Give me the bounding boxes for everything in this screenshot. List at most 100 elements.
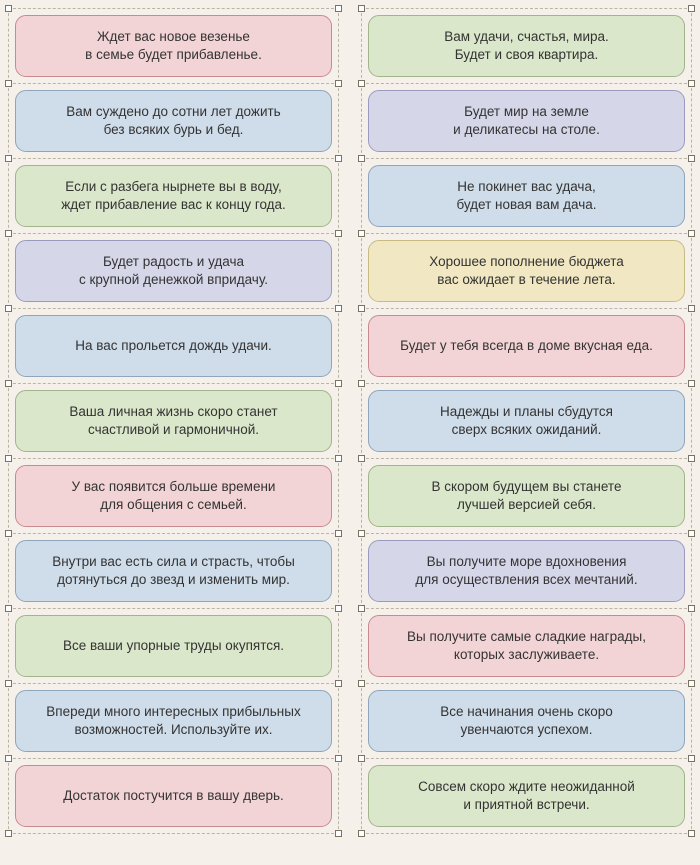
fortune-card: Все начинания очень скороувенчаются успе…: [368, 690, 685, 752]
fortune-text: Достаток постучится в вашу дверь.: [63, 787, 284, 805]
fortune-card: Все ваши упорные труды окупятся.: [15, 615, 332, 677]
fortune-text: В скором будущем вы станетелучшей версие…: [432, 478, 622, 513]
selection-handle: [335, 830, 342, 837]
card-slot: Внутри вас есть сила и страсть, чтобыдот…: [8, 533, 339, 608]
selection-handle: [358, 605, 365, 612]
selection-handle: [358, 755, 365, 762]
fortune-text: У вас появится больше временидля общения…: [72, 478, 276, 513]
card-slot: Будет у тебя всегда в доме вкусная еда.: [361, 308, 692, 383]
selection-handle: [688, 380, 695, 387]
fortune-text: Вам удачи, счастья, мира.Будет и своя кв…: [444, 28, 609, 63]
fortune-text: Все начинания очень скороувенчаются успе…: [440, 703, 613, 738]
fortune-card: В скором будущем вы станетелучшей версие…: [368, 465, 685, 527]
selection-handle: [358, 305, 365, 312]
fortune-text: Если с разбега нырнете вы в воду,ждет пр…: [61, 178, 286, 213]
fortune-card: Будет радость и удачас крупной денежкой …: [15, 240, 332, 302]
selection-handle: [358, 230, 365, 237]
card-slot: Будет мир на землеи деликатесы на столе.: [361, 83, 692, 158]
selection-handle: [688, 605, 695, 612]
selection-handle: [688, 230, 695, 237]
selection-handle: [688, 680, 695, 687]
card-slot: Вам суждено до сотни лет дожитьбез всяки…: [8, 83, 339, 158]
fortune-text: Все ваши упорные труды окупятся.: [63, 637, 284, 655]
card-slot: Будет радость и удачас крупной денежкой …: [8, 233, 339, 308]
selection-handle: [5, 5, 12, 12]
fortune-card: Ваша личная жизнь скоро станетсчастливой…: [15, 390, 332, 452]
selection-handle: [688, 755, 695, 762]
selection-handle: [5, 305, 12, 312]
card-grid: Ждет вас новое везеньев семье будет приб…: [8, 8, 692, 834]
fortune-card: Вы получите самые сладкие награды,которы…: [368, 615, 685, 677]
selection-handle: [688, 530, 695, 537]
fortune-text: Надежды и планы сбудутсясверх всяких ожи…: [440, 403, 613, 438]
fortune-card: Если с разбега нырнете вы в воду,ждет пр…: [15, 165, 332, 227]
selection-handle: [335, 380, 342, 387]
selection-handle: [5, 680, 12, 687]
selection-handle: [335, 455, 342, 462]
fortune-text: Ваша личная жизнь скоро станетсчастливой…: [69, 403, 277, 438]
selection-handle: [5, 380, 12, 387]
fortune-card: Надежды и планы сбудутсясверх всяких ожи…: [368, 390, 685, 452]
selection-handle: [358, 455, 365, 462]
fortune-text: Будет радость и удачас крупной денежкой …: [79, 253, 268, 288]
fortune-text: Будет у тебя всегда в доме вкусная еда.: [400, 337, 653, 355]
card-slot: Все начинания очень скороувенчаются успе…: [361, 683, 692, 758]
selection-handle: [335, 305, 342, 312]
card-slot: Достаток постучится в вашу дверь.: [8, 758, 339, 834]
selection-handle: [688, 80, 695, 87]
fortune-text: Хорошее пополнение бюджетавас ожидает в …: [429, 253, 623, 288]
selection-handle: [5, 80, 12, 87]
fortune-card: Вам суждено до сотни лет дожитьбез всяки…: [15, 90, 332, 152]
fortune-card: Вы получите море вдохновениядля осуществ…: [368, 540, 685, 602]
selection-handle: [358, 830, 365, 837]
fortune-card: У вас появится больше временидля общения…: [15, 465, 332, 527]
selection-handle: [5, 455, 12, 462]
selection-handle: [335, 680, 342, 687]
card-slot: Ждет вас новое везеньев семье будет приб…: [8, 8, 339, 83]
selection-handle: [688, 5, 695, 12]
selection-handle: [5, 830, 12, 837]
selection-handle: [5, 530, 12, 537]
selection-handle: [5, 155, 12, 162]
fortune-text: На вас прольется дождь удачи.: [75, 337, 272, 355]
card-slot: Вам удачи, счастья, мира.Будет и своя кв…: [361, 8, 692, 83]
selection-handle: [335, 80, 342, 87]
fortune-card: Достаток постучится в вашу дверь.: [15, 765, 332, 827]
fortune-card: Вам удачи, счастья, мира.Будет и своя кв…: [368, 15, 685, 77]
selection-handle: [335, 155, 342, 162]
card-slot: Хорошее пополнение бюджетавас ожидает в …: [361, 233, 692, 308]
fortune-card: Впереди много интересных прибыльныхвозмо…: [15, 690, 332, 752]
selection-handle: [5, 230, 12, 237]
fortune-card: Хорошее пополнение бюджетавас ожидает в …: [368, 240, 685, 302]
selection-handle: [688, 830, 695, 837]
fortune-card: Будет мир на землеи деликатесы на столе.: [368, 90, 685, 152]
selection-handle: [688, 455, 695, 462]
selection-handle: [358, 530, 365, 537]
card-slot: Ваша личная жизнь скоро станетсчастливой…: [8, 383, 339, 458]
card-slot: Если с разбега нырнете вы в воду,ждет пр…: [8, 158, 339, 233]
card-slot: Все ваши упорные труды окупятся.: [8, 608, 339, 683]
selection-handle: [335, 5, 342, 12]
selection-handle: [335, 605, 342, 612]
selection-handle: [5, 605, 12, 612]
fortune-card: Ждет вас новое везеньев семье будет приб…: [15, 15, 332, 77]
card-slot: В скором будущем вы станетелучшей версие…: [361, 458, 692, 533]
selection-handle: [688, 305, 695, 312]
fortune-card: Совсем скоро ждите неожиданнойи приятной…: [368, 765, 685, 827]
selection-handle: [335, 530, 342, 537]
card-slot: На вас прольется дождь удачи.: [8, 308, 339, 383]
selection-handle: [335, 230, 342, 237]
selection-handle: [358, 5, 365, 12]
fortune-text: Вам суждено до сотни лет дожитьбез всяки…: [66, 103, 280, 138]
selection-handle: [358, 380, 365, 387]
fortune-text: Вы получите море вдохновениядля осуществ…: [415, 553, 637, 588]
fortune-text: Будет мир на землеи деликатесы на столе.: [453, 103, 600, 138]
selection-handle: [358, 680, 365, 687]
card-slot: Вы получите море вдохновениядля осуществ…: [361, 533, 692, 608]
fortune-text: Впереди много интересных прибыльныхвозмо…: [46, 703, 300, 738]
selection-handle: [688, 155, 695, 162]
card-slot: Не покинет вас удача,будет новая вам дач…: [361, 158, 692, 233]
fortune-card: На вас прольется дождь удачи.: [15, 315, 332, 377]
card-slot: Надежды и планы сбудутсясверх всяких ожи…: [361, 383, 692, 458]
card-slot: Совсем скоро ждите неожиданнойи приятной…: [361, 758, 692, 834]
